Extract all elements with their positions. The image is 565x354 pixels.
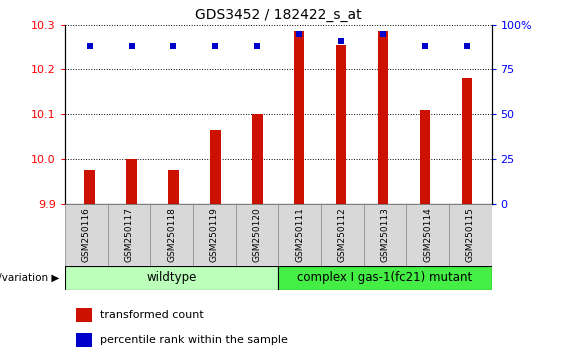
Bar bbox=[336, 45, 346, 204]
Text: GSM250117: GSM250117 bbox=[124, 207, 133, 262]
Bar bbox=[150, 204, 193, 266]
Text: GSM250111: GSM250111 bbox=[295, 207, 304, 262]
Text: GSM250119: GSM250119 bbox=[210, 207, 219, 262]
Bar bbox=[210, 130, 220, 204]
Bar bbox=[378, 32, 388, 204]
Text: GSM250120: GSM250120 bbox=[253, 207, 262, 262]
Bar bbox=[65, 266, 278, 290]
Bar bbox=[278, 204, 321, 266]
Bar bbox=[364, 204, 406, 266]
Text: GSM250113: GSM250113 bbox=[380, 207, 389, 262]
Bar bbox=[406, 204, 449, 266]
Bar bbox=[107, 204, 150, 266]
Text: wildtype: wildtype bbox=[146, 272, 197, 284]
Bar bbox=[127, 159, 137, 204]
Text: complex I gas-1(fc21) mutant: complex I gas-1(fc21) mutant bbox=[297, 272, 472, 284]
Text: GSM250114: GSM250114 bbox=[423, 207, 432, 262]
Bar bbox=[76, 333, 92, 347]
Bar bbox=[321, 204, 364, 266]
Bar bbox=[168, 170, 179, 204]
Bar bbox=[84, 170, 95, 204]
Text: genotype/variation ▶: genotype/variation ▶ bbox=[0, 273, 59, 283]
Text: transformed count: transformed count bbox=[100, 310, 204, 320]
Title: GDS3452 / 182422_s_at: GDS3452 / 182422_s_at bbox=[195, 8, 362, 22]
Text: GSM250115: GSM250115 bbox=[466, 207, 475, 262]
Bar bbox=[65, 204, 107, 266]
Text: GSM250116: GSM250116 bbox=[82, 207, 91, 262]
Bar bbox=[193, 204, 236, 266]
Bar bbox=[294, 32, 305, 204]
Text: GSM250118: GSM250118 bbox=[167, 207, 176, 262]
Text: percentile rank within the sample: percentile rank within the sample bbox=[100, 335, 288, 345]
Bar bbox=[420, 110, 430, 204]
Bar bbox=[76, 308, 92, 322]
Bar bbox=[236, 204, 279, 266]
Bar bbox=[462, 79, 472, 204]
Text: GSM250112: GSM250112 bbox=[338, 207, 347, 262]
Bar bbox=[252, 114, 263, 204]
Bar bbox=[278, 266, 492, 290]
Bar bbox=[449, 204, 492, 266]
